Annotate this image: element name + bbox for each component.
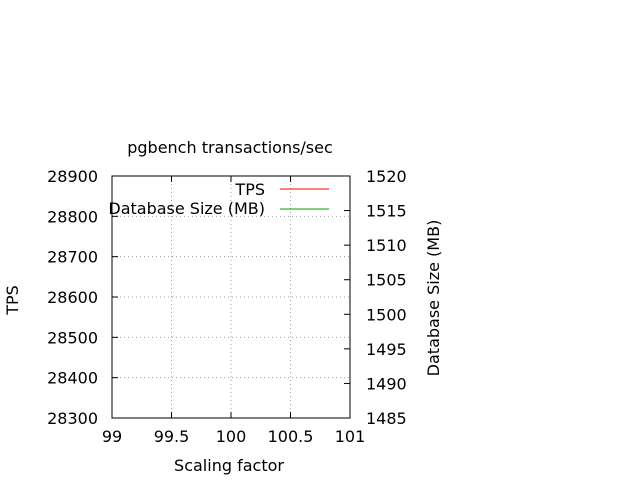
y-tick-label: 28600	[47, 288, 98, 307]
x-tick-label: 100	[216, 427, 247, 446]
x-tick-label: 100.5	[268, 427, 314, 446]
grid	[112, 176, 350, 418]
y2-tick-label: 1490	[366, 374, 407, 393]
x-tick-label: 101	[335, 427, 366, 446]
y-tick-label: 28500	[47, 328, 98, 347]
y-tick-label: 28800	[47, 207, 98, 226]
y2-tick-label: 1515	[366, 202, 407, 221]
y-tick-label: 28700	[47, 248, 98, 267]
legend-label-tps: TPS	[234, 180, 265, 199]
y-tick-label: 28900	[47, 167, 98, 186]
x-tick-label: 99	[102, 427, 122, 446]
y-tick-label: 28400	[47, 369, 98, 388]
y2-tick-label: 1505	[366, 271, 407, 290]
y2-tick-label: 1520	[366, 167, 407, 186]
legend-label-database-size: Database Size (MB)	[108, 199, 265, 218]
x-tick-label: 99.5	[154, 427, 190, 446]
legend: TPS Database Size (MB)	[108, 180, 329, 218]
y-tick-label: 28300	[47, 409, 98, 428]
axis-ticks: 99 99.5 100 100.5 101 28300 28400 28500 28600 287…	[47, 167, 407, 446]
y2-tick-label: 1495	[366, 340, 407, 359]
chart-title: pgbench transactions/sec	[127, 138, 333, 157]
x-axis-label: Scaling factor	[174, 456, 284, 475]
y2-axis-label: Database Size (MB)	[424, 220, 443, 377]
y2-tick-label: 1485	[366, 409, 407, 428]
y2-tick-label: 1510	[366, 236, 407, 255]
y2-tick-label: 1500	[366, 305, 407, 324]
y-axis-label: TPS	[3, 285, 22, 316]
